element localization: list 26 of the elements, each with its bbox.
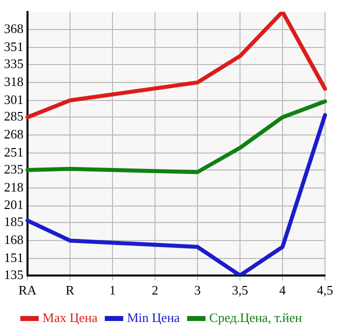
x-tick-label: 4 [279, 282, 286, 298]
legend-label: Сред.Цена, т.йен [209, 310, 302, 325]
x-tick-label: 3 [194, 282, 201, 298]
y-tick-label: 135 [4, 266, 24, 282]
y-tick-label: 185 [4, 214, 24, 230]
x-tick-label: 4,5 [316, 282, 334, 298]
y-tick-label: 351 [4, 39, 24, 54]
legend-label: Max Цена [42, 310, 98, 325]
y-tick-label: 301 [4, 92, 24, 107]
y-tick-label: 168 [4, 232, 24, 248]
y-tick-label: 218 [4, 179, 24, 194]
legend-label: Min Цена [127, 310, 180, 325]
x-tick-label: R [66, 282, 75, 298]
y-tick-label: 235 [4, 161, 24, 176]
x-tick-label: 2 [152, 282, 158, 298]
x-tick-label: 3,5 [232, 282, 248, 298]
x-tick-label: RA [18, 282, 38, 298]
y-tick-label: 285 [4, 108, 24, 124]
x-tick-label: 1 [109, 282, 116, 298]
y-tick-label: 201 [4, 197, 24, 212]
y-tick-label: 251 [4, 144, 24, 160]
y-tick-label: 268 [4, 126, 24, 142]
y-tick-label: 335 [4, 56, 24, 71]
y-tick-label: 368 [4, 21, 24, 36]
y-tick-label: 151 [4, 250, 24, 265]
y-tick-label: 318 [4, 74, 24, 89]
